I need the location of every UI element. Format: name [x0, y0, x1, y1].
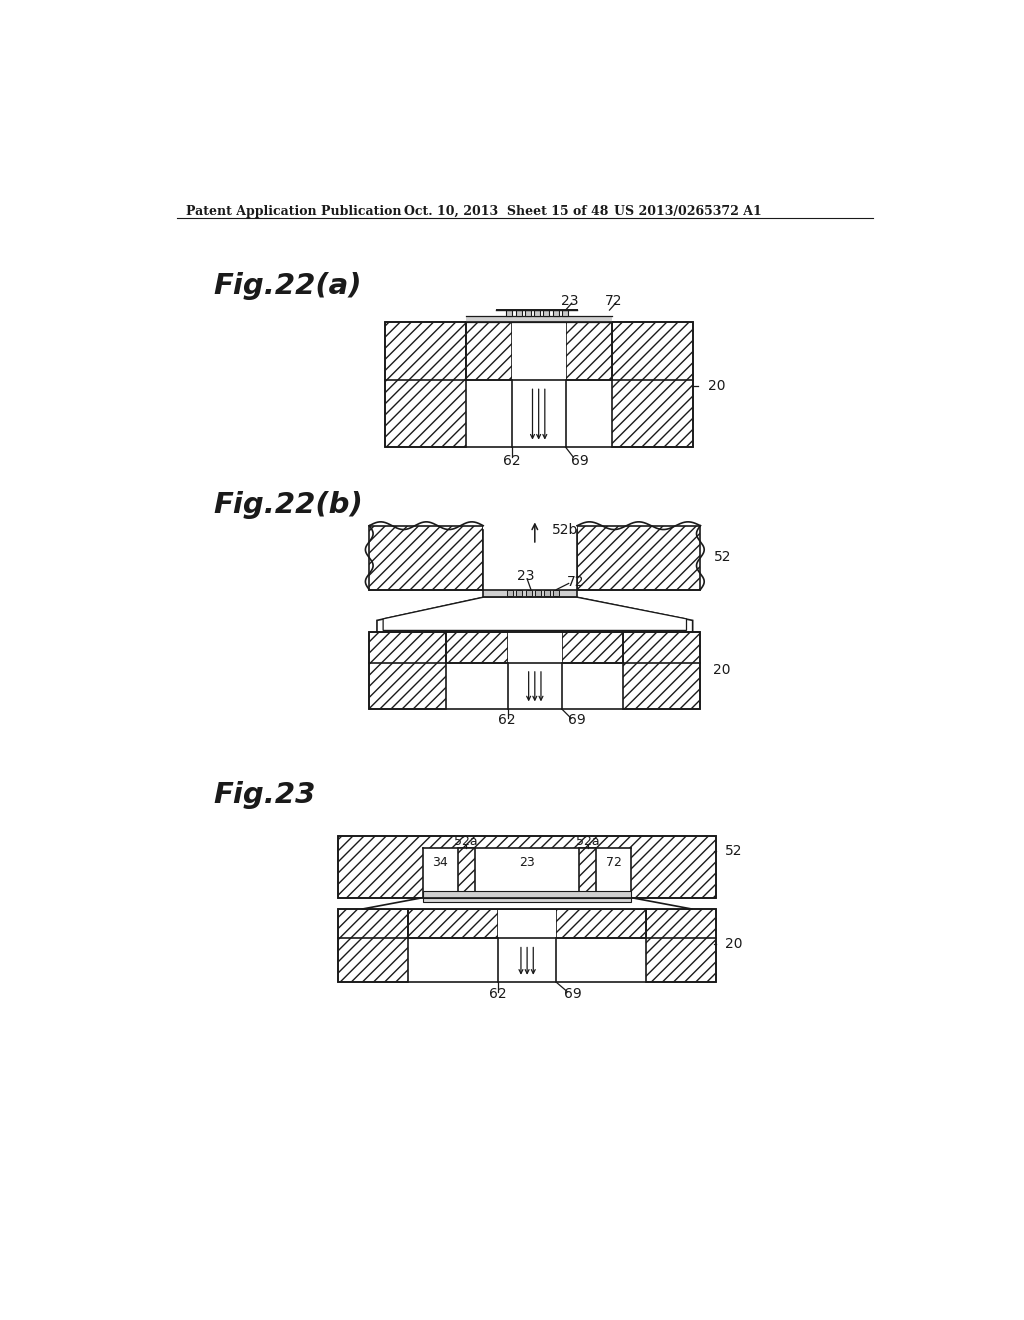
Bar: [515, 310, 521, 317]
Bar: [385, 322, 692, 447]
Bar: [506, 310, 512, 317]
Text: 20: 20: [708, 379, 726, 392]
Bar: [423, 847, 631, 898]
Text: Patent Application Publication: Patent Application Publication: [186, 205, 401, 218]
Bar: [466, 317, 611, 322]
Text: 20: 20: [725, 937, 742, 950]
Text: 62: 62: [489, 987, 507, 1001]
Bar: [498, 939, 556, 982]
Text: Fig.23: Fig.23: [214, 780, 316, 809]
Bar: [508, 632, 562, 663]
Bar: [544, 310, 550, 317]
Bar: [556, 909, 646, 939]
Polygon shape: [361, 898, 692, 909]
Bar: [483, 590, 578, 598]
Bar: [508, 663, 562, 709]
Text: Oct. 10, 2013  Sheet 15 of 48: Oct. 10, 2013 Sheet 15 of 48: [403, 205, 608, 218]
Polygon shape: [377, 598, 692, 632]
Bar: [423, 891, 631, 898]
Bar: [535, 590, 541, 595]
Bar: [553, 590, 559, 595]
Text: 52b: 52b: [552, 523, 579, 536]
Bar: [458, 847, 475, 898]
Bar: [553, 310, 559, 317]
Bar: [423, 898, 631, 903]
Bar: [483, 525, 578, 590]
Text: 23: 23: [519, 857, 535, 870]
Bar: [512, 322, 565, 380]
Bar: [512, 380, 565, 447]
Text: 72: 72: [605, 294, 623, 308]
Bar: [562, 310, 568, 317]
Text: 72: 72: [567, 576, 585, 589]
Bar: [370, 632, 700, 709]
Bar: [646, 909, 716, 982]
Bar: [339, 836, 716, 898]
Text: 20: 20: [714, 664, 731, 677]
Bar: [525, 590, 531, 595]
Text: 69: 69: [564, 987, 583, 1001]
Bar: [624, 632, 700, 709]
Bar: [565, 322, 611, 380]
Text: 62: 62: [498, 714, 515, 727]
Bar: [385, 322, 466, 447]
Text: 23: 23: [517, 569, 535, 582]
Text: 52a: 52a: [455, 834, 478, 847]
Text: 72: 72: [606, 857, 622, 870]
Bar: [370, 632, 446, 709]
Bar: [408, 909, 498, 939]
Bar: [535, 310, 541, 317]
Text: 52: 52: [725, 845, 742, 858]
Text: US 2013/0265372 A1: US 2013/0265372 A1: [614, 205, 762, 218]
Bar: [385, 322, 692, 447]
Bar: [339, 836, 716, 898]
Text: 52: 52: [714, 550, 731, 564]
Text: Fig.22(b): Fig.22(b): [214, 491, 364, 519]
Bar: [466, 322, 512, 380]
Bar: [339, 909, 408, 982]
Bar: [370, 632, 700, 709]
Bar: [611, 322, 692, 447]
Text: 62: 62: [503, 454, 520, 469]
Bar: [580, 847, 596, 898]
Text: 69: 69: [570, 454, 589, 469]
Bar: [446, 632, 508, 663]
Text: 69: 69: [568, 714, 586, 727]
Text: 34: 34: [432, 857, 447, 870]
Bar: [516, 590, 522, 595]
Text: 52a: 52a: [577, 834, 600, 847]
Text: 23: 23: [561, 294, 579, 308]
Bar: [544, 590, 550, 595]
Bar: [562, 632, 624, 663]
Bar: [370, 525, 483, 590]
Bar: [524, 310, 531, 317]
Bar: [339, 909, 716, 982]
Bar: [498, 909, 556, 939]
Bar: [578, 525, 700, 590]
Bar: [339, 909, 716, 982]
Polygon shape: [383, 598, 686, 631]
Text: Fig.22(a): Fig.22(a): [214, 272, 362, 301]
Bar: [507, 590, 513, 595]
